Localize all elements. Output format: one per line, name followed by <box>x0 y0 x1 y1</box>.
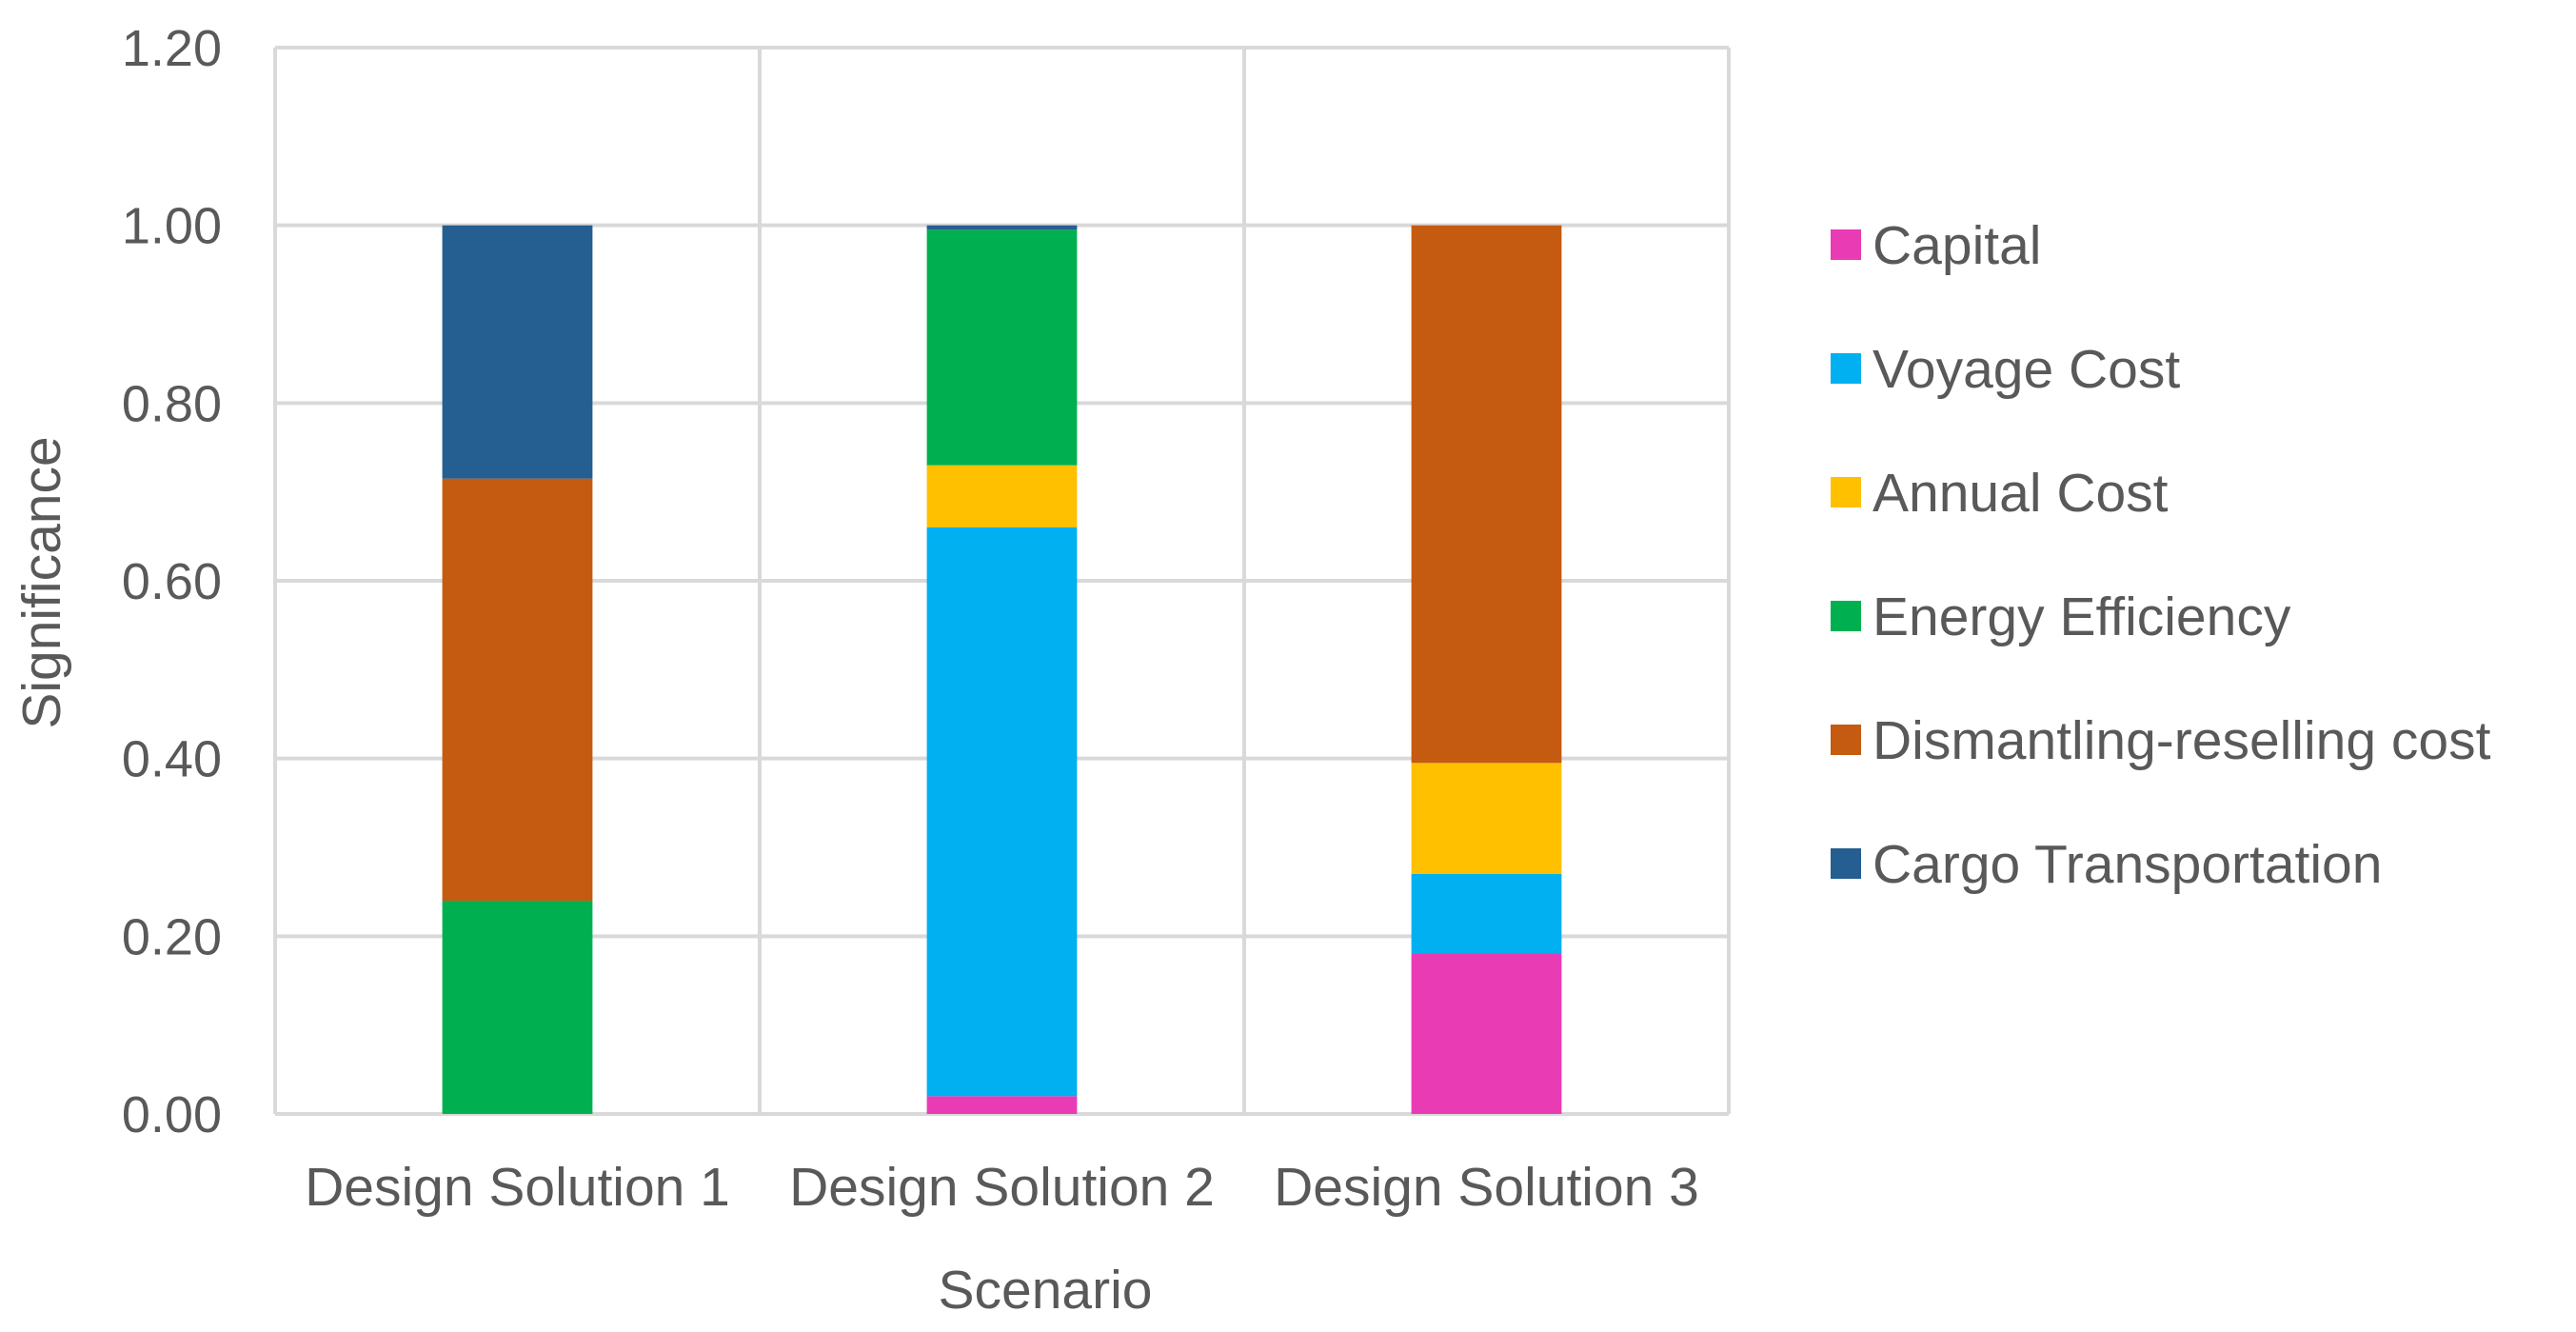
bar-segment <box>442 225 593 479</box>
y-tick-label: 0.60 <box>122 553 222 610</box>
bar-segment <box>442 478 593 901</box>
legend-label: Capital <box>1873 215 2041 276</box>
x-tick-label: Design Solution 2 <box>789 1157 1215 1218</box>
bar-segment <box>926 225 1078 230</box>
legend-label: Dismantling-reselling cost <box>1873 710 2491 771</box>
bar-layer <box>442 225 1562 1114</box>
bar-segment <box>926 1096 1078 1114</box>
bar-segment <box>926 527 1078 1097</box>
bar-segment <box>1411 874 1562 954</box>
legend-item: Annual Cost <box>1831 463 2169 524</box>
legend-swatch <box>1831 848 1861 879</box>
y-tick-label: 0.20 <box>122 908 222 965</box>
x-tick-label: Design Solution 1 <box>305 1157 730 1218</box>
y-axis-title: Significance <box>11 436 72 728</box>
y-tick-label: 0.80 <box>122 375 222 432</box>
y-tick-label: 1.20 <box>122 20 222 77</box>
y-tick-label: 1.00 <box>122 198 222 255</box>
x-axis-title: Scenario <box>939 1260 1153 1321</box>
legend-swatch <box>1831 601 1861 631</box>
legend-item: Capital <box>1831 215 2041 276</box>
legend-swatch <box>1831 353 1861 384</box>
bar-segment <box>1411 954 1562 1114</box>
legend-label: Cargo Transportation <box>1873 834 2382 895</box>
legend-swatch <box>1831 229 1861 260</box>
legend-item: Dismantling-reselling cost <box>1831 710 2491 771</box>
bar-segment <box>926 465 1078 527</box>
legend-item: Energy Efficiency <box>1831 586 2291 647</box>
legend-item: Cargo Transportation <box>1831 834 2382 895</box>
bar-segment <box>1411 225 1562 764</box>
y-tick-label: 0.00 <box>122 1086 222 1143</box>
legend-label: Voyage Cost <box>1873 339 2180 400</box>
x-tick-label: Design Solution 3 <box>1274 1157 1699 1218</box>
axis-layer: 0.00 0.20 0.40 0.60 0.80 1.00 1.20 Design Solut… <box>122 20 1699 1218</box>
legend-item: Voyage Cost <box>1831 339 2180 400</box>
legend-swatch <box>1831 477 1861 507</box>
legend: Capital Voyage Cost Annual Cost Energy Effi… <box>1831 215 2491 895</box>
y-tick-label: 0.40 <box>122 731 222 788</box>
legend-label: Annual Cost <box>1873 463 2169 524</box>
legend-swatch <box>1831 725 1861 755</box>
bar-segment <box>926 229 1078 466</box>
legend-label: Energy Efficiency <box>1873 586 2291 647</box>
bar-segment <box>1411 763 1562 874</box>
bar-segment <box>442 901 593 1114</box>
